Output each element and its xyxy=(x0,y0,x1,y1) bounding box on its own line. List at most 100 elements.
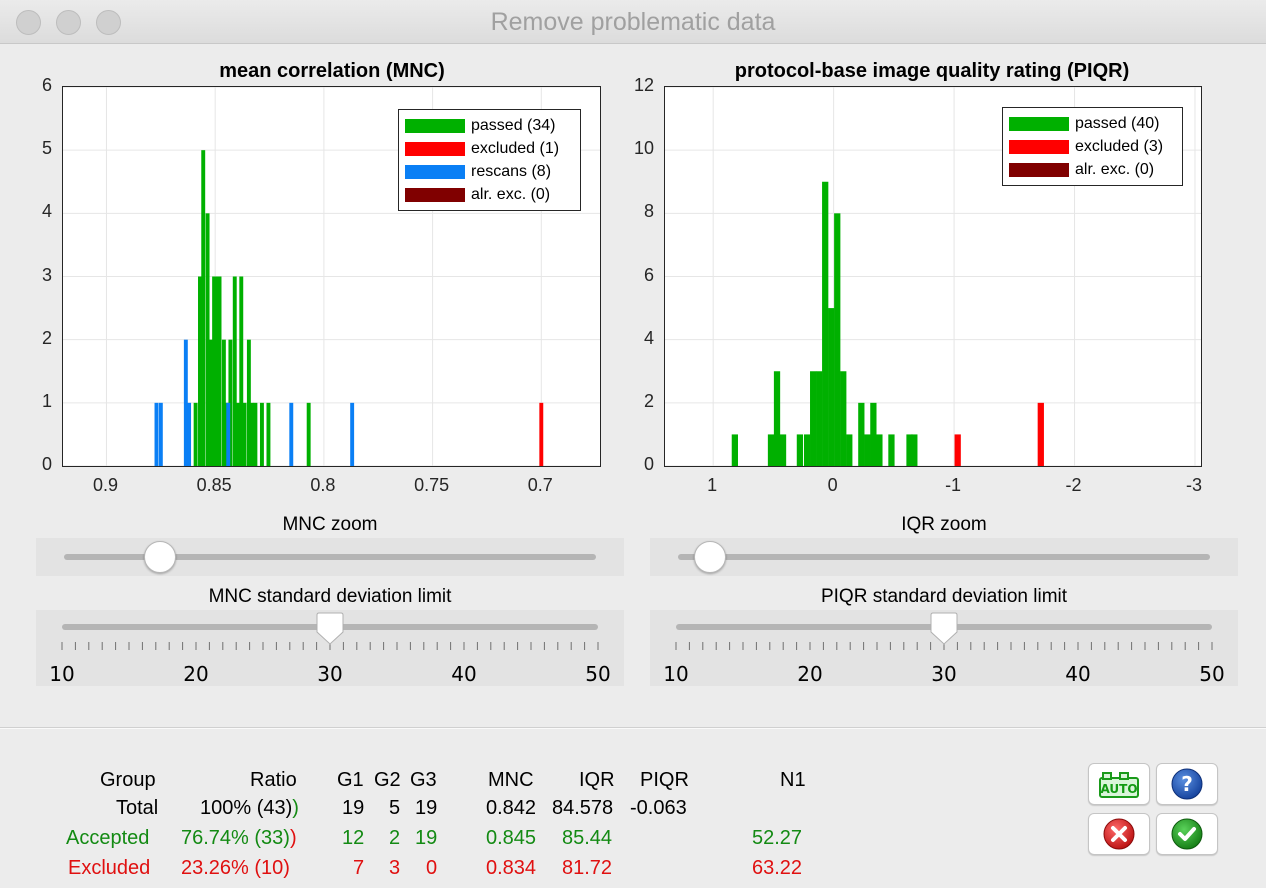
total-piqr: -0.063 xyxy=(630,797,687,819)
total-mnc: 0.842 xyxy=(486,797,537,819)
mnc-zoom-slider[interactable] xyxy=(36,538,624,576)
histogram-bar xyxy=(236,402,240,466)
histogram-bar xyxy=(242,402,247,466)
x-tick-label: 0.7 xyxy=(527,475,553,495)
legend-item: alr. exc. (0) xyxy=(1009,158,1176,181)
histogram-bar xyxy=(840,371,847,466)
mnc-sd-slider[interactable]: 10 20 30 40 50 xyxy=(36,610,624,686)
histogram-bar xyxy=(954,434,961,466)
close-window-button[interactable] xyxy=(16,10,41,35)
cancel-button[interactable] xyxy=(1088,813,1150,855)
accepted-g1: 12 xyxy=(342,827,365,849)
histogram-bar xyxy=(232,276,237,466)
slider-knob[interactable] xyxy=(143,541,176,573)
slider-track xyxy=(678,554,1210,560)
x-tick-label: 0.8 xyxy=(310,475,336,495)
accepted-n1: 52.27 xyxy=(752,827,803,849)
histogram-bar xyxy=(266,402,271,466)
iqr-zoom-slider[interactable] xyxy=(650,538,1238,576)
iqr-zoom-label: IQR zoom xyxy=(901,514,987,535)
excluded-ratio: 23.26% (10) xyxy=(181,857,290,879)
histogram-bar xyxy=(731,434,738,466)
auto-icon-text: AUTO xyxy=(1100,782,1137,796)
y-tick-label: 4 xyxy=(41,201,52,222)
slider-tick-label: 30 xyxy=(931,662,957,686)
excluded-g3: 0 xyxy=(426,857,438,879)
legend-label: alr. exc. (0) xyxy=(1075,160,1155,178)
header-g1: G1 xyxy=(337,769,364,791)
checkmark-icon xyxy=(1171,818,1203,850)
slider-tick-label: 30 xyxy=(317,662,343,686)
excluded-g2: 3 xyxy=(389,857,401,879)
legend-item: alr. exc. (0) xyxy=(405,183,574,206)
piqr-legend: passed (40) excluded (3) alr. exc. (0) xyxy=(1002,107,1183,186)
slider-knob[interactable] xyxy=(929,612,959,646)
histogram-bar xyxy=(198,276,202,466)
y-tick-label: 1 xyxy=(41,390,52,411)
histogram-bar xyxy=(214,276,219,466)
piqr-histogram: passed (40) excluded (3) alr. exc. (0) xyxy=(664,86,1202,467)
histogram-bar xyxy=(246,339,251,466)
legend-label: excluded (3) xyxy=(1075,137,1164,155)
legend-item: excluded (1) xyxy=(405,137,574,160)
histogram-bar xyxy=(193,402,198,466)
legend-swatch xyxy=(405,164,465,179)
histogram-bar xyxy=(154,402,159,466)
accepted-g2: 2 xyxy=(389,827,401,849)
slider-track xyxy=(64,554,596,560)
total-ratio: 100% (43)) xyxy=(200,797,299,820)
histogram-bar xyxy=(158,402,163,466)
legend-label: alr. exc. (0) xyxy=(471,185,551,203)
x-tick-label: 1 xyxy=(707,475,718,495)
y-tick-label: 4 xyxy=(643,327,654,348)
slider-tick-label: 40 xyxy=(451,662,477,686)
slider-ticks xyxy=(675,642,1213,650)
help-button[interactable]: ? xyxy=(1156,763,1218,805)
ok-button[interactable] xyxy=(1156,813,1218,855)
header-piqr: PIQR xyxy=(640,769,689,791)
close-icon xyxy=(1103,818,1135,850)
histogram-bar xyxy=(870,402,877,466)
histogram-bar xyxy=(228,339,233,466)
histogram-bar xyxy=(539,402,544,466)
y-tick-label: 10 xyxy=(633,138,654,159)
histogram-bar xyxy=(306,402,311,466)
y-tick-label: 6 xyxy=(41,75,52,95)
mnc-plot-title: mean correlation (MNC) xyxy=(219,60,445,82)
total-ratio-value: 100% (43) xyxy=(200,797,293,819)
y-tick-label: 6 xyxy=(643,264,654,285)
x-tick-label: -3 xyxy=(1185,475,1202,495)
slider-knob[interactable] xyxy=(693,541,726,573)
legend-label: excluded (1) xyxy=(471,139,560,157)
piqr-sd-slider[interactable]: 10 20 30 40 50 xyxy=(650,610,1238,686)
excluded-group: Excluded xyxy=(68,857,151,879)
auto-button[interactable]: AUTO xyxy=(1088,763,1150,805)
legend-item: passed (34) xyxy=(405,114,574,137)
title-bar: Remove problematic data xyxy=(0,0,1266,44)
zoom-window-button[interactable] xyxy=(96,10,121,35)
legend-item: excluded (3) xyxy=(1009,135,1176,158)
histogram-bar xyxy=(212,276,217,466)
histogram-bar xyxy=(858,402,865,466)
histogram-bar xyxy=(828,308,835,466)
x-tick-label: 0.75 xyxy=(414,475,450,495)
help-icon-glyph: ? xyxy=(1181,772,1193,796)
legend-swatch xyxy=(405,118,465,133)
histogram-bar xyxy=(803,434,811,466)
x-tick-label: 0.9 xyxy=(92,475,118,495)
slider-knob[interactable] xyxy=(315,612,345,646)
minimize-window-button[interactable] xyxy=(56,10,81,35)
header-group: Group xyxy=(100,769,156,791)
auto-icon: AUTO xyxy=(1099,772,1139,798)
accepted-ratio-value: 76.74% (33) xyxy=(181,827,290,849)
header-g2: G2 xyxy=(374,769,401,791)
accepted-group: Accepted xyxy=(66,827,150,849)
y-tick-label: 2 xyxy=(643,390,654,411)
legend-label: rescans (8) xyxy=(471,162,552,180)
total-group: Total xyxy=(116,797,159,819)
histogram-bar xyxy=(906,434,913,466)
histogram-bar xyxy=(876,434,883,466)
y-tick-label: 0 xyxy=(41,454,52,474)
excluded-mnc: 0.834 xyxy=(486,857,537,879)
total-g1: 19 xyxy=(342,797,365,819)
